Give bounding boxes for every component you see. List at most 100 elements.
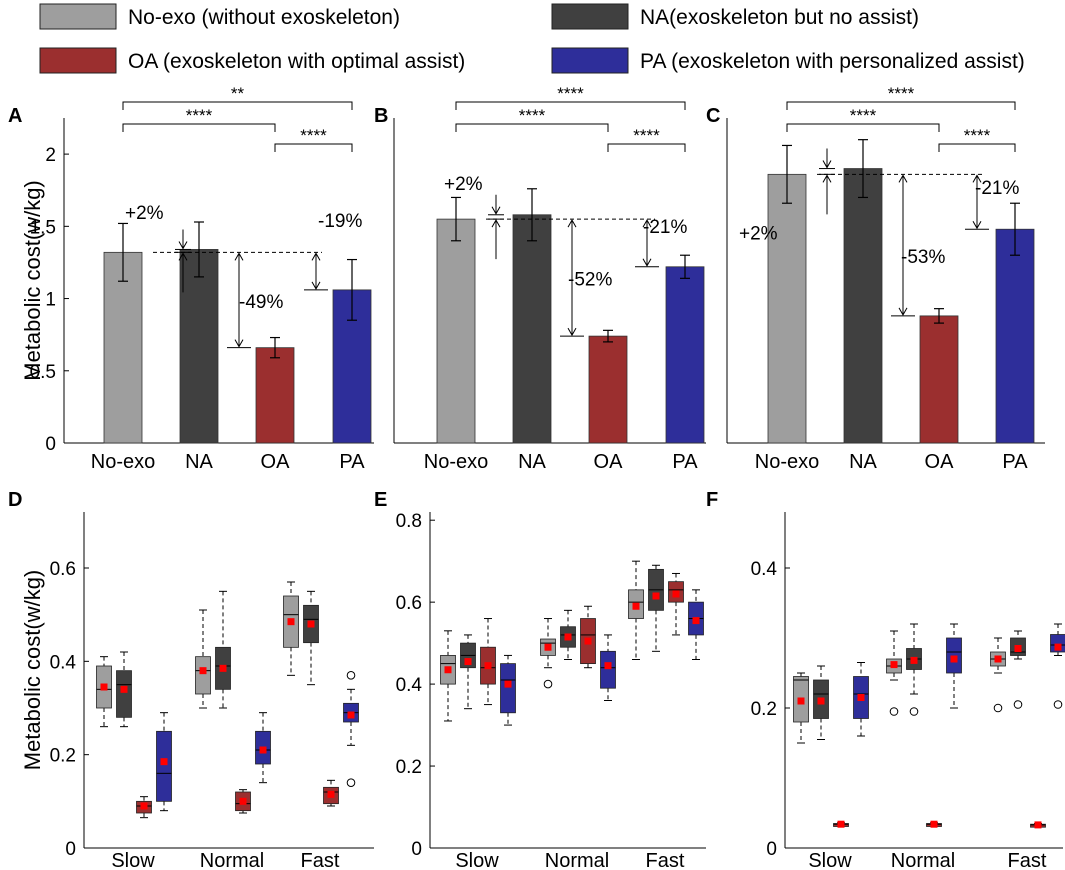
box: [500, 663, 516, 714]
legend-swatch: [39, 3, 117, 30]
mean-marker: [632, 602, 640, 610]
y-tick-label: 0.4: [751, 559, 778, 580]
mean-marker: [857, 694, 865, 701]
y-tick-label: 0.8: [396, 511, 422, 532]
annotation-label: +2%: [739, 223, 778, 244]
y-tick-label: 0: [65, 839, 76, 860]
outlier-point: [889, 707, 899, 716]
legend-label: No-exo (without exoskeleton): [128, 6, 400, 29]
x-tick-label: OA: [925, 451, 955, 473]
significance-label: **: [231, 84, 245, 103]
annotation-label: -19%: [318, 211, 362, 232]
significance-label: ****: [964, 126, 991, 145]
bar: [665, 266, 705, 444]
mean-marker: [100, 683, 108, 691]
mean-marker: [464, 658, 472, 666]
annotation-label: -49%: [239, 292, 283, 313]
mean-marker: [890, 661, 898, 669]
significance-bracket: [455, 123, 609, 132]
bar: [255, 347, 295, 444]
arrow-head: [178, 252, 188, 261]
y-tick-label: 0.5: [30, 362, 56, 383]
y-tick-label: 1: [45, 290, 56, 311]
mean-marker: [287, 618, 295, 626]
mean-marker: [1054, 643, 1062, 651]
y-tick-label: 0: [45, 434, 56, 455]
x-tick-label: Fast: [1008, 850, 1047, 870]
y-tick-label: 0.4: [396, 675, 423, 696]
mean-marker: [444, 666, 452, 674]
mean-marker: [672, 590, 680, 598]
x-tick-label: PA: [339, 451, 365, 473]
significance-bracket: [786, 123, 940, 132]
arrow-head: [972, 174, 982, 183]
legend-swatch: [39, 47, 117, 74]
arrow-head: [822, 174, 832, 183]
panel-letter: D: [8, 489, 22, 511]
arrow-head: [234, 252, 244, 261]
arrow-head: [311, 252, 321, 261]
box: [116, 670, 132, 718]
panel-letter: C: [706, 105, 720, 127]
bar-panel-B: B No-exo NA OA PA **** **** **** +2% -52% -21%: [374, 84, 706, 473]
mean-marker: [307, 620, 315, 628]
x-tick-label: Normal: [891, 850, 955, 870]
legend-label: PA (exoskeleton with personalized assist…: [640, 50, 1025, 73]
mean-marker: [604, 662, 612, 670]
box-panel-F: F 0 0.2 0.4 Slow Normal Fast: [706, 489, 1065, 870]
mean-marker: [837, 820, 845, 828]
y-tick-label: 0.6: [50, 559, 76, 580]
bar: [843, 168, 883, 444]
significance-bracket: [122, 123, 276, 132]
significance-bracket: [938, 143, 1016, 152]
significance-bracket: [122, 101, 353, 110]
outlier-point: [346, 778, 356, 787]
significance-label: ****: [850, 106, 877, 125]
mean-marker: [544, 643, 552, 651]
significance-label: ****: [186, 106, 213, 125]
box: [156, 730, 172, 802]
annotation-label: -53%: [901, 247, 945, 268]
x-tick-label: Fast: [646, 850, 685, 870]
bar: [919, 315, 959, 444]
mean-marker: [140, 802, 148, 810]
mean-marker: [239, 797, 247, 805]
annotation-label: -21%: [643, 217, 687, 238]
mean-marker: [930, 820, 938, 828]
mean-marker: [120, 685, 128, 693]
x-tick-label: No-exo: [424, 451, 488, 473]
bar: [512, 214, 552, 444]
mean-marker: [484, 662, 492, 670]
significance-label: ****: [519, 106, 546, 125]
x-tick-label: Normal: [200, 850, 264, 870]
outlier-point: [909, 707, 919, 716]
y-tick-label: 0.6: [396, 593, 422, 614]
x-tick-label: No-exo: [91, 451, 155, 473]
arrow-head: [972, 220, 982, 230]
arrow-head: [567, 219, 577, 228]
significance-bracket: [607, 143, 686, 152]
bar: [103, 251, 143, 444]
x-tick-label: OA: [261, 451, 291, 473]
box-panel-E: E 0 0.2 0.4 0.6 0.8 Slow Normal Fast: [374, 489, 706, 870]
legend-swatch: [551, 3, 629, 30]
bar: [767, 173, 807, 444]
bar: [179, 249, 219, 444]
mean-marker: [327, 790, 335, 798]
y-tick-label: 0.2: [751, 699, 777, 720]
mean-marker: [994, 655, 1002, 663]
arrow-head: [822, 160, 832, 169]
x-tick-label: Fast: [301, 850, 340, 870]
significance-bracket: [786, 101, 1016, 110]
mean-marker: [199, 667, 207, 675]
x-tick-label: PA: [1002, 451, 1028, 473]
mean-marker: [504, 680, 512, 688]
arrow-head: [491, 219, 501, 228]
significance-label: ****: [300, 126, 327, 145]
y-tick-label: 0: [766, 839, 777, 860]
x-tick-label: Normal: [545, 850, 609, 870]
legend-swatch: [551, 47, 629, 74]
mean-marker: [219, 664, 227, 672]
mean-marker: [817, 697, 825, 705]
panel-letter: F: [706, 489, 718, 511]
